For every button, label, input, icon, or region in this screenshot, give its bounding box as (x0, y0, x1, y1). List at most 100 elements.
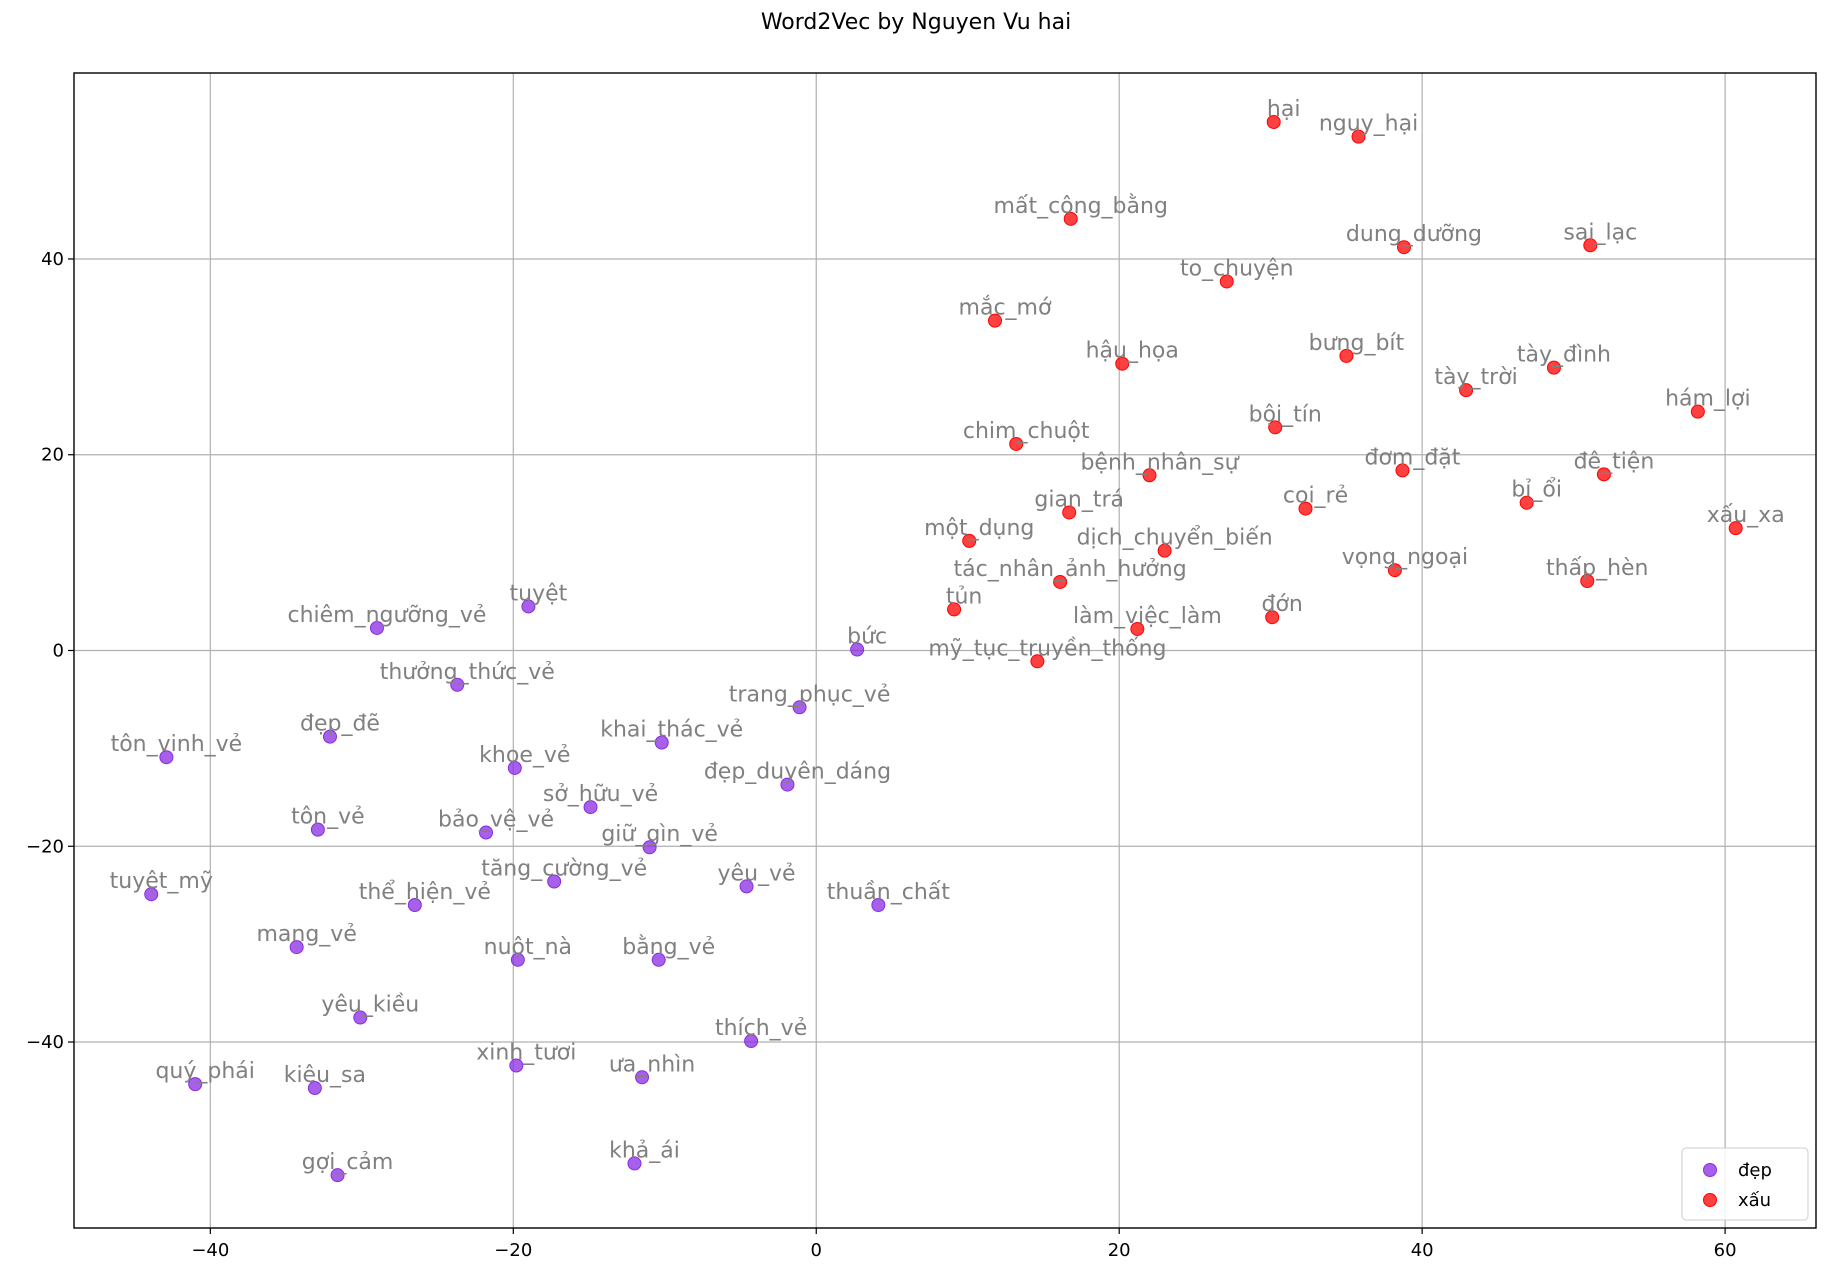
point-label: gian_trá (1034, 487, 1124, 512)
point-label: đẹp_đẽ (300, 712, 380, 737)
point-label: khai_thác_vẻ (600, 718, 743, 743)
data-point (850, 642, 865, 657)
data-point (289, 940, 304, 955)
data-point (1583, 238, 1598, 253)
data-point (507, 760, 522, 775)
point-label: tác_nhân_ảnh_hưởng (954, 557, 1187, 582)
data-point (739, 879, 754, 894)
point-label: bưng_bít (1309, 331, 1405, 356)
point-label: khoe_vẻ (479, 743, 570, 768)
data-point (1266, 114, 1281, 129)
data-point (510, 952, 525, 967)
data-point (1580, 574, 1595, 589)
data-point (479, 825, 494, 840)
data-point (407, 897, 422, 912)
data-point (651, 952, 666, 967)
x-tick-label: 20 (1108, 1240, 1131, 1261)
point-label: chim_chuột (963, 419, 1090, 444)
data-point (627, 1156, 642, 1171)
data-point (1053, 574, 1068, 589)
y-tick-label: 40 (41, 249, 64, 270)
point-label: giữ_gìn_vẻ (601, 822, 718, 847)
data-point (353, 1010, 368, 1025)
point-label: bằng_vẻ (622, 935, 715, 960)
data-point (1395, 463, 1410, 478)
point-label: yêu_vẻ (718, 861, 796, 886)
data-point (1157, 543, 1172, 558)
x-tick-label: 60 (1714, 1240, 1737, 1261)
point-label: một_dụng (924, 516, 1034, 541)
data-point (1063, 211, 1078, 226)
point-label: bệnh_nhân_sự (1080, 450, 1239, 475)
point-label: sai_lạc (1563, 220, 1637, 245)
point-label: dung_dưỡng (1346, 222, 1482, 247)
point-label: xấu_xa (1707, 503, 1785, 528)
point-label: tủn (946, 584, 983, 609)
point-label: quý_phái (155, 1059, 254, 1084)
data-point (547, 874, 562, 889)
data-point (1130, 621, 1145, 636)
data-point (1268, 420, 1283, 435)
x-tick-label: −40 (191, 1240, 229, 1261)
point-label: thấp_hèn (1546, 556, 1648, 581)
point-label: yêu_kiều (321, 993, 419, 1018)
data-point (1519, 495, 1534, 510)
point-labels: tuyệt chiêm_ngưỡng_vẻ bức thưởng_thức_vẻtra… (110, 97, 1785, 1175)
data-point (583, 800, 598, 815)
data-point (509, 1058, 524, 1073)
point-label: trang_phục_vẻ (729, 682, 891, 707)
data-point (744, 1034, 759, 1049)
legend-label: xấu (1738, 1190, 1771, 1211)
data-point (1690, 404, 1705, 419)
data-point (1728, 521, 1743, 536)
data-point (1596, 467, 1611, 482)
legend-label: đẹp (1738, 1160, 1772, 1181)
point-label: sở_hữu_vẻ (543, 782, 658, 807)
data-point (330, 1168, 345, 1183)
point-label: nuột_nà (484, 935, 572, 960)
point-label: bội_tín (1249, 402, 1322, 427)
data-point (159, 750, 174, 765)
point-label: ưa_nhìn (609, 1052, 695, 1077)
data-point (369, 620, 384, 635)
point-label: tày_đình (1517, 343, 1611, 368)
legend-marker (1703, 1193, 1717, 1207)
data-point (635, 1070, 650, 1085)
x-tick-label: −20 (494, 1240, 532, 1261)
point-label: to_chuyện (1180, 256, 1294, 281)
data-point (188, 1077, 203, 1092)
point-label: đớn (1262, 592, 1303, 617)
data-point (871, 897, 886, 912)
data-point (307, 1081, 322, 1096)
data-point (310, 822, 325, 837)
point-label: tày_trời (1434, 365, 1517, 390)
point-label: kiêu_sa (284, 1063, 366, 1088)
point-label: thưởng_thức_vẻ (380, 660, 555, 685)
point-label: thể_hiện_vẻ (359, 880, 491, 905)
data-point (780, 777, 795, 792)
point-label: xinh_tươi (476, 1041, 576, 1066)
point-label: dịch_chuyển_biến (1077, 526, 1273, 551)
data-point (521, 599, 536, 614)
point-label: nguy_hại (1319, 112, 1418, 137)
x-tick-label: 0 (811, 1240, 822, 1261)
point-label: tuyệt_mỹ (110, 869, 213, 894)
point-label: đẹp_duyên_dáng (704, 760, 891, 785)
point-label: tôn_vẻ (291, 805, 365, 830)
data-point (1298, 501, 1313, 516)
point-label: hám_lợi (1665, 387, 1751, 412)
point-label: chiêm_ngưỡng_vẻ (288, 603, 487, 628)
point-label: hại (1267, 97, 1301, 122)
data-point (1339, 348, 1354, 363)
point-label: làm_việc_làm (1073, 604, 1222, 629)
data-point (1265, 610, 1280, 625)
data-point (1387, 563, 1402, 578)
data-point (987, 313, 1002, 328)
data-point (1219, 274, 1234, 289)
y-tick-label: −20 (26, 836, 64, 857)
point-label: mắc_mớ (959, 296, 1052, 321)
data-points (144, 114, 1743, 1183)
data-point (1115, 356, 1130, 371)
point-label: vọng_ngoại (1342, 545, 1468, 570)
